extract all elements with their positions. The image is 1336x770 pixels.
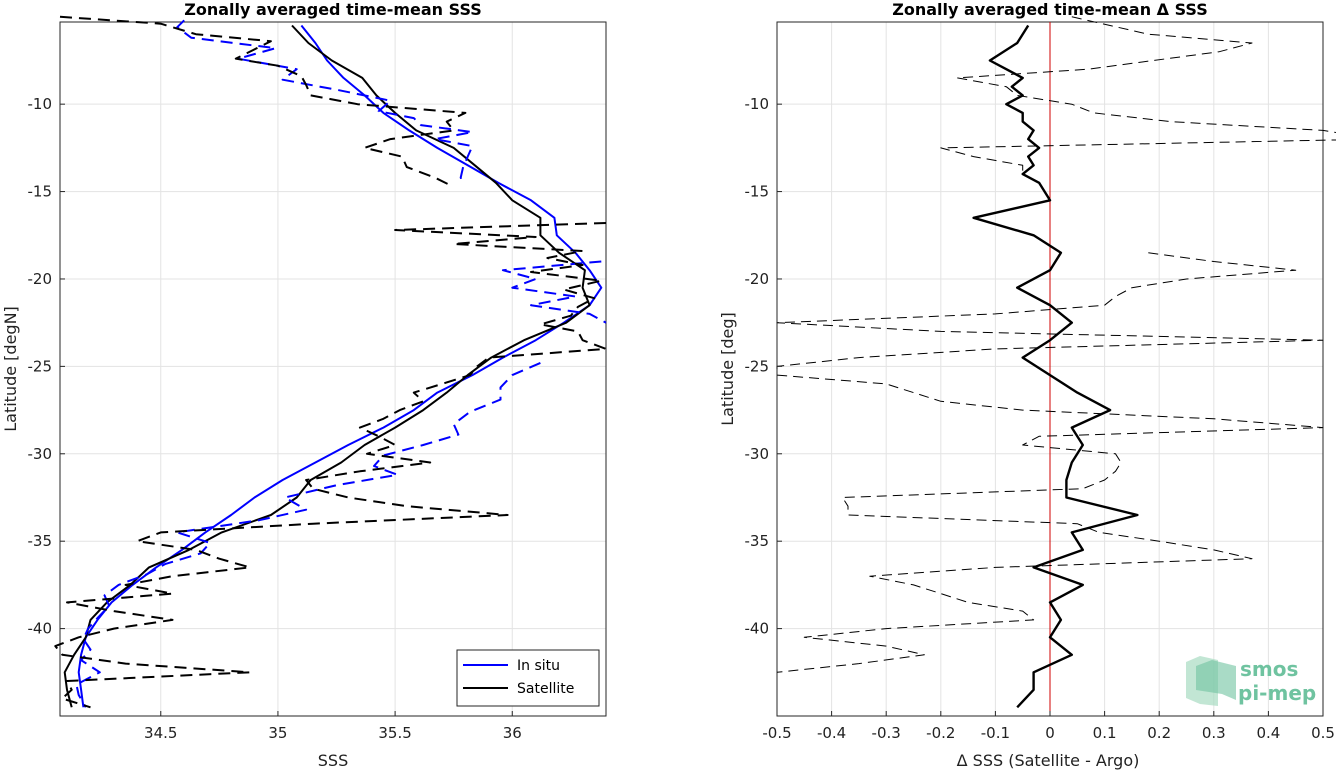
right-y-tick-label: -30 — [745, 445, 770, 463]
logo-mark-overlay — [1196, 660, 1236, 700]
left-y-tick-label: -10 — [28, 95, 53, 113]
legend-box — [456, 649, 600, 707]
left-grid — [60, 22, 606, 716]
right-series — [776, 16, 1336, 709]
right-x-axis-label: Δ SSS (Satellite - Argo) — [957, 751, 1140, 770]
logo-text-pi-mep: pi-mep — [1238, 681, 1316, 705]
right-x-tick-label: 0.5 — [1311, 724, 1335, 742]
right-x-tick-label: 0.4 — [1256, 724, 1280, 742]
left-x-tick-label: 34.5 — [144, 724, 177, 742]
left-series-dashed-6 — [54, 222, 607, 709]
right-y-axis-label: Latitude [deg] — [718, 312, 737, 426]
left-series-dashed-5 — [59, 15, 467, 186]
right-x-tick-label: -0.5 — [762, 724, 791, 742]
left-y-ticks: -10 -15 -20 -25 -30 -35 -40 — [28, 95, 65, 638]
right-series-solid-0 — [972, 24, 1139, 709]
left-chart-title: Zonally averaged time-mean SSS — [184, 0, 482, 19]
left-x-tick-label: 35.5 — [378, 724, 411, 742]
right-x-ticks: -0.5 -0.4 -0.3 -0.2 -0.1 0 0.1 0.2 0.3 0.4 0.5 — [762, 711, 1335, 742]
left-y-tick-label: -20 — [28, 270, 53, 288]
right-x-tick-label: 0.2 — [1147, 724, 1171, 742]
right-y-tick-label: -10 — [745, 95, 770, 113]
right-x-tick-label: -0.2 — [926, 724, 955, 742]
left-y-tick-label: -25 — [28, 357, 53, 375]
right-y-tick-label: -25 — [745, 357, 770, 375]
left-series-dashed-2 — [176, 19, 474, 185]
left-x-tick-label: 36 — [503, 724, 522, 742]
left-x-ticks: 34.5 35 35.5 36 — [144, 711, 522, 742]
right-y-tick-label: -15 — [745, 183, 770, 201]
left-y-tick-label: -15 — [28, 183, 53, 201]
right-x-tick-label: 0.3 — [1202, 724, 1226, 742]
right-x-tick-label: 0.1 — [1093, 724, 1117, 742]
left-series — [54, 15, 607, 709]
left-series-dashed-3 — [501, 260, 607, 324]
logo-text-smos: smos — [1240, 657, 1298, 681]
right-y-tick-label: -35 — [745, 532, 770, 550]
left-series-solid-0 — [77, 24, 603, 708]
right-panel: -0.5 -0.4 -0.3 -0.2 -0.1 0 0.1 0.2 0.3 0.4 0.5 -10… — [718, 0, 1336, 770]
left-y-tick-label: -35 — [28, 532, 53, 550]
right-x-tick-label: -0.3 — [872, 724, 901, 742]
right-chart-title: Zonally averaged time-mean Δ SSS — [892, 0, 1208, 19]
right-y-tick-label: -40 — [745, 620, 770, 638]
right-x-tick-label: -0.1 — [981, 724, 1010, 742]
legend-in-situ-label: In situ — [517, 658, 560, 674]
left-x-axis-label: SSS — [318, 751, 348, 770]
left-series-dashed-4 — [75, 361, 541, 708]
right-y-tick-label: -20 — [745, 270, 770, 288]
smos-pi-mep-logo: smos pi-mep — [1186, 656, 1316, 706]
legend-satellite-label: Satellite — [517, 681, 574, 697]
left-y-tick-label: -40 — [28, 620, 53, 638]
left-y-tick-label: -30 — [28, 445, 53, 463]
legend: In situ Satellite — [456, 649, 600, 707]
left-axes-box — [59, 21, 607, 717]
left-x-tick-label: 35 — [268, 724, 287, 742]
right-y-ticks: -10 -15 -20 -25 -30 -35 -40 — [745, 95, 782, 638]
left-y-axis-label: Latitude [degN] — [1, 306, 20, 432]
right-x-tick-label: 0 — [1045, 724, 1055, 742]
right-series-dashed-1 — [940, 16, 1336, 175]
left-series-solid-1 — [63, 24, 591, 708]
left-panel: 34.5 35 35.5 36 -10 -15 -20 -25 -30 -35 -40 Zonal… — [1, 0, 607, 770]
right-series-dashed-2 — [776, 252, 1324, 673]
right-x-tick-label: -0.4 — [817, 724, 846, 742]
